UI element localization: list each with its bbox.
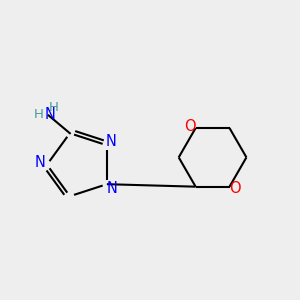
Text: O: O: [230, 181, 241, 196]
Text: O: O: [184, 119, 196, 134]
Text: N: N: [45, 107, 56, 122]
Text: H: H: [49, 101, 58, 114]
Text: N: N: [34, 155, 45, 170]
Text: H: H: [34, 108, 44, 121]
Text: N: N: [106, 134, 117, 149]
Text: N: N: [106, 181, 117, 196]
